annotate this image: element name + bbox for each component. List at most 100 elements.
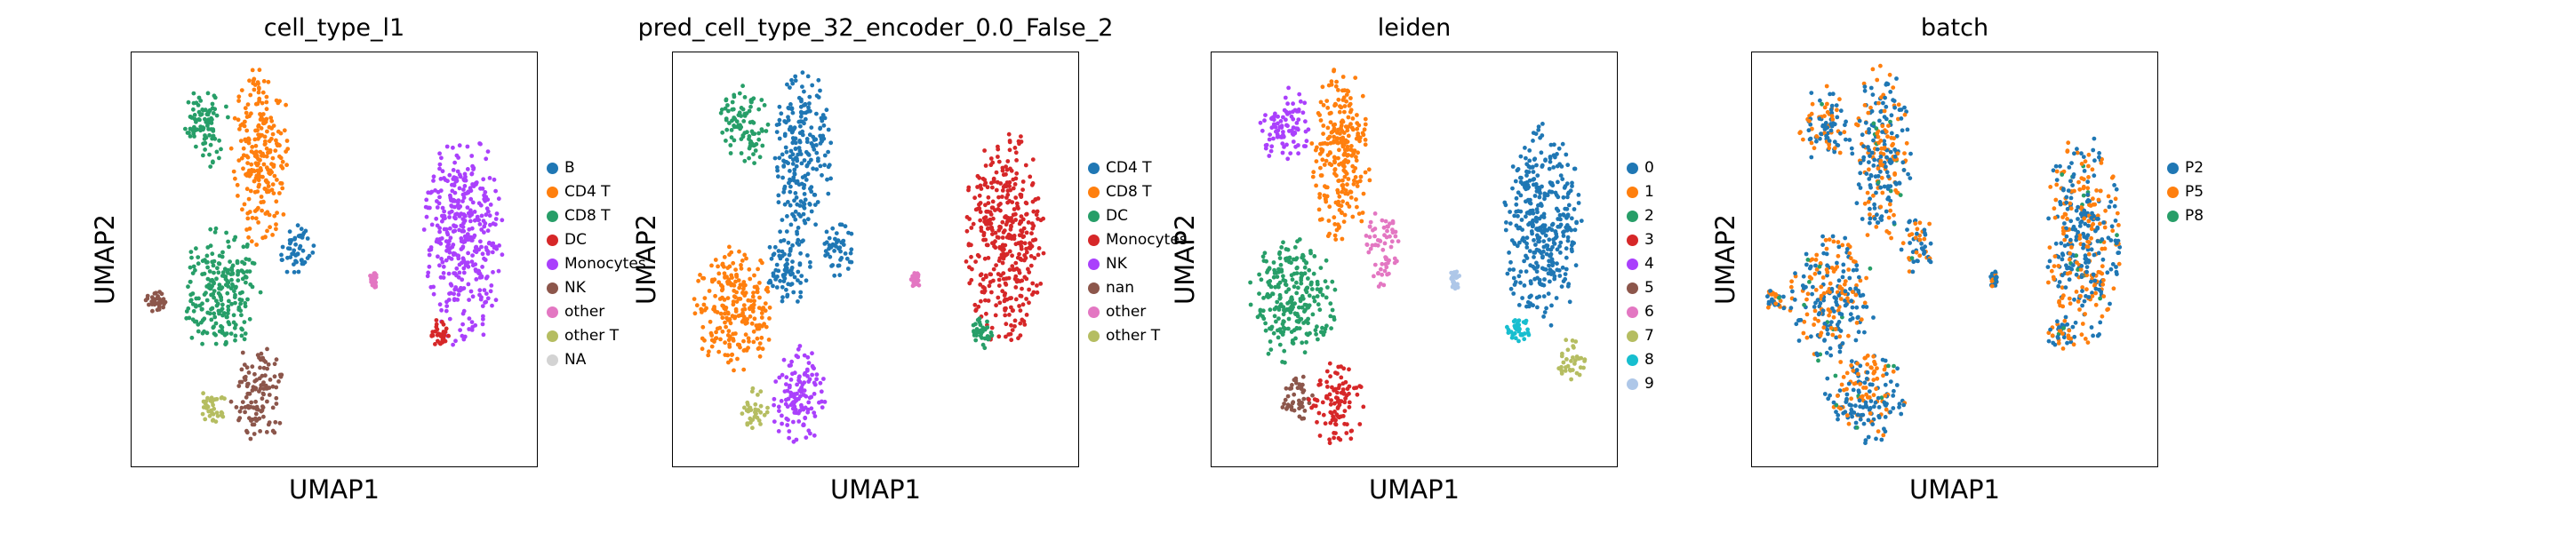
data-point: [469, 259, 475, 264]
data-point: [1843, 410, 1848, 415]
data-point: [265, 129, 269, 134]
data-point: [1895, 151, 1900, 156]
data-point: [1878, 185, 1884, 190]
data-point: [1342, 109, 1347, 115]
data-point: [844, 256, 850, 261]
data-point: [424, 197, 429, 203]
data-point: [752, 161, 756, 165]
data-point: [1841, 269, 1846, 274]
data-point: [1030, 238, 1036, 243]
data-point: [810, 372, 814, 378]
data-point: [1512, 282, 1517, 287]
data-point: [2065, 206, 2070, 211]
data-point: [1796, 338, 1802, 343]
data-point: [802, 202, 807, 207]
data-point: [453, 179, 459, 184]
data-point: [1832, 309, 1836, 314]
data-point: [817, 400, 821, 405]
data-point: [799, 161, 804, 166]
data-point: [1564, 152, 1569, 157]
legend-item: 8: [1627, 348, 1654, 372]
data-point: [1534, 260, 1539, 266]
data-point: [1331, 414, 1335, 419]
data-point: [245, 216, 251, 221]
data-point: [233, 176, 237, 181]
data-point: [274, 227, 278, 232]
data-point: [1866, 418, 1871, 423]
data-point: [1534, 269, 1540, 274]
data-point: [1542, 277, 1547, 282]
data-point: [912, 274, 917, 278]
data-point: [989, 205, 995, 211]
data-point: [252, 179, 257, 184]
data-point: [243, 331, 248, 336]
data-point: [260, 90, 266, 95]
data-point: [826, 149, 830, 155]
data-point: [814, 167, 820, 172]
data-point: [1007, 249, 1012, 254]
data-point: [1340, 236, 1345, 242]
data-point: [1346, 153, 1351, 157]
data-point: [733, 306, 739, 312]
data-point: [1321, 103, 1326, 107]
data-point: [1825, 327, 1829, 332]
data-point: [1026, 266, 1030, 272]
data-point: [209, 317, 214, 322]
data-point: [1828, 325, 1834, 330]
data-point: [1825, 270, 1830, 274]
data-point: [811, 166, 815, 171]
data-point: [1534, 219, 1539, 224]
data-point: [1889, 235, 1893, 241]
data-point: [231, 169, 236, 174]
data-point: [371, 282, 376, 288]
data-point: [1011, 212, 1016, 218]
cluster-9: [1449, 269, 1461, 291]
data-point: [1340, 178, 1345, 183]
data-point: [1836, 278, 1842, 283]
data-point: [996, 159, 1002, 164]
data-point: [1268, 284, 1274, 290]
data-point: [1878, 63, 1883, 68]
legend-item: 6: [1627, 300, 1654, 324]
data-point: [742, 252, 748, 258]
data-point: [911, 278, 916, 283]
data-point: [748, 405, 753, 410]
data-point: [1026, 220, 1031, 225]
data-point: [1820, 243, 1825, 247]
data-point: [1266, 351, 1271, 356]
data-point: [452, 182, 457, 187]
data-point: [786, 240, 791, 245]
data-point: [1332, 215, 1337, 220]
data-point: [1318, 99, 1324, 105]
data-point: [1828, 91, 1832, 97]
data-point: [1543, 158, 1548, 163]
data-point: [1870, 92, 1876, 97]
data-point: [2052, 206, 2057, 211]
data-point: [1853, 403, 1858, 409]
data-point: [243, 137, 248, 142]
data-point: [1858, 417, 1863, 422]
data-point: [822, 163, 827, 168]
data-point: [1867, 167, 1871, 172]
data-point: [262, 134, 268, 139]
data-point: [788, 378, 794, 382]
data-point: [1388, 221, 1392, 227]
data-point: [809, 209, 814, 214]
data-point: [996, 155, 1000, 159]
data-point: [1012, 182, 1018, 187]
data-point: [482, 193, 486, 198]
data-point: [457, 143, 462, 148]
data-point: [1888, 208, 1893, 213]
data-point: [1018, 321, 1023, 326]
data-point: [1884, 104, 1889, 109]
data-point: [1876, 180, 1881, 185]
data-point: [767, 316, 772, 321]
data-point: [1556, 208, 1561, 213]
data-point: [1847, 251, 1852, 256]
data-point: [1319, 149, 1324, 155]
data-point: [2056, 283, 2061, 289]
data-point: [224, 314, 229, 320]
data-point: [1317, 307, 1323, 313]
data-point: [738, 297, 743, 301]
data-point: [1516, 167, 1521, 171]
